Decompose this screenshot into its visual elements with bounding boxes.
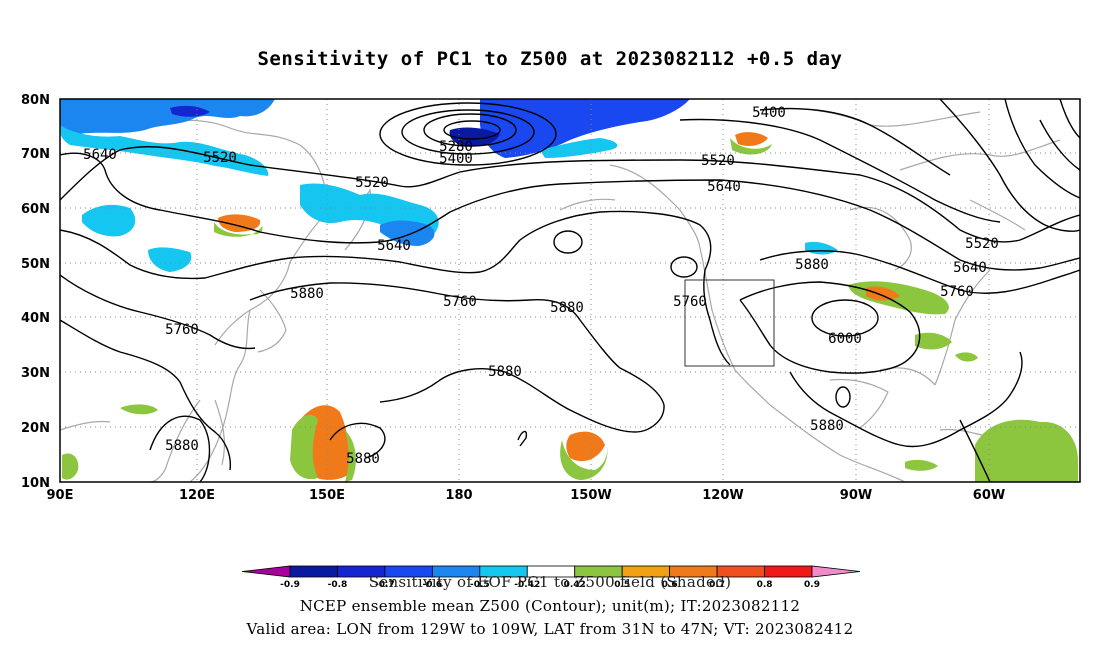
shade-blue-arctic-siberia [60,99,275,136]
lon-tick: 90W [840,488,872,503]
colorbar-tick-label: -0.8 [328,580,348,590]
shade-orange-pacific-central [566,431,605,462]
shade-cyan-arctic-north [540,138,618,158]
shade-darkblue-arctic-siberia [170,105,210,117]
colorbar-tick-label: 0.5 [614,580,630,590]
colorbar-arrow-high [811,565,861,578]
colorbar: -0.9 -0.8 -0.7 -0.6 -0.5 -0.42 0.42 0.5 0.6 0.7 0.… [241,565,861,590]
shade-green-pacific-central [560,440,608,480]
lon-tick: 120E [179,488,215,503]
colorbar-tick-label: 0.42 [564,580,586,590]
colorbar-tick-label: 0.7 [709,580,725,590]
colorbar-tick-label: -0.42 [514,580,540,590]
lat-tick: 50N [21,257,50,272]
valid-area-box [684,279,775,367]
lon-tick: 150W [570,488,611,503]
contour-label: 5760 [673,294,707,310]
contour-label: 5880 [488,364,522,380]
shade-orange-great-lakes [866,286,900,301]
contour-label: 5880 [810,418,844,434]
lon-tick: 120W [702,488,743,503]
shade-cyan-china [148,247,192,272]
shade-green-caribbean [975,419,1078,482]
colorbar-tick-label: -0.6 [423,580,443,590]
contour-label: 5880 [290,286,324,302]
contour-label: 5760 [940,284,974,300]
contour-label: 5400 [439,151,473,167]
figure-title: Sensitivity of PC1 to Z500 at 2023082112… [257,48,843,70]
contour-label: 5640 [83,147,117,163]
contour-label: 5640 [377,238,411,254]
lat-tick: 10N [21,476,50,491]
shade-green-mexico [905,459,938,471]
shade-cyan-mongolia [82,204,136,237]
colorbar-tick-label: -0.5 [470,580,490,590]
contour-label: 5640 [707,179,741,195]
contour-label: 5640 [953,260,987,276]
caption-contour: NCEP ensemble mean Z500 (Contour); unit(… [299,597,801,615]
contour-label: 5280 [439,139,473,155]
contour-label: 5520 [203,150,237,166]
caption-valid-area: Valid area: LON from 129W to 109W, LAT f… [246,620,854,638]
graticule [60,99,1080,482]
shade-darkblue-low-center [449,127,500,147]
shade-cyan-arctic-siberia [60,125,269,176]
caption-shading: Sensitivity of EOF PC1 to Z500 field (Sh… [368,573,732,591]
contour-labels: 5640 5520 5280 5400 5400 5520 5640 5520 … [83,105,999,467]
contour-label: 5760 [165,322,199,338]
lat-tick: 30N [21,366,50,381]
contour-label: 5880 [346,451,380,467]
lat-tick: 20N [21,421,50,436]
shade-blue-arctic-north [480,99,690,158]
colorbar-tick-label: 0.6 [662,580,678,590]
contour-label: 5400 [752,105,786,121]
lon-tick: 150E [309,488,345,503]
contour-label: 5880 [165,438,199,454]
shade-orange-arctic-canada [735,132,768,146]
contour-label: 5880 [550,300,584,316]
colorbar-tick-label: 0.8 [757,580,773,590]
shade-orange-manchuria [218,214,261,232]
lat-tick-labels: 80N 70N 60N 50N 40N 30N 20N 10N [21,93,50,491]
shade-green-south-china-sea [62,404,158,480]
contour-label: 6000 [828,331,862,347]
colorbar-tick-label: -0.9 [280,580,300,590]
contour-label: 5520 [355,175,389,191]
shade-green-atlantic [955,352,978,362]
colorbar-tick-label: -0.7 [375,580,395,590]
z500-contours [60,99,1080,482]
contour-label: 5760 [443,294,477,310]
map-frame [59,98,1081,483]
lat-tick: 70N [21,147,50,162]
contour-label: 5880 [795,257,829,273]
lat-tick: 40N [21,311,50,326]
contour-label: 5520 [701,153,735,169]
shade-green-manchuria [214,222,263,237]
contour-label: 5520 [965,236,999,252]
shade-green-arctic-canada [730,138,772,155]
lon-tick: 90E [47,488,74,503]
lat-tick: 60N [21,202,50,217]
colorbar-tick-label: 0.9 [804,580,820,590]
lon-tick-labels: 90E 120E 150E 180 150W 120W 90W 60W [47,488,1006,503]
lat-tick: 80N [21,93,50,108]
lon-tick: 180 [445,488,472,503]
shade-green-pacific-west [290,414,356,482]
shade-green-east-us [915,332,952,350]
sensitivity-shading [60,99,1078,482]
lon-tick: 60W [973,488,1005,503]
